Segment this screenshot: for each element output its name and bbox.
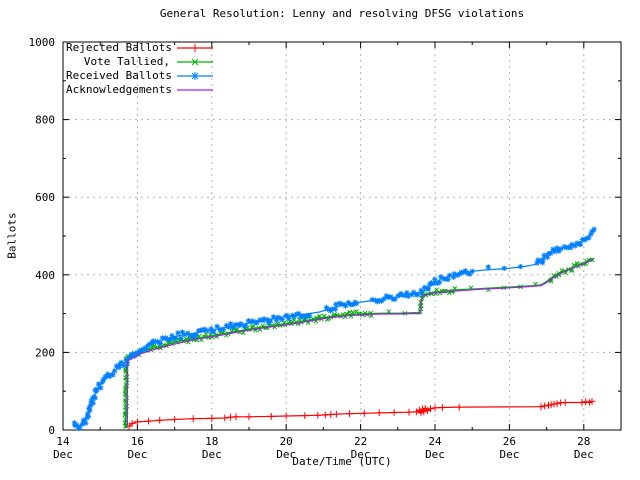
legend-item-rejected-ballots: Rejected Ballots [66, 41, 215, 55]
legend-label-rejected-ballots: Rejected Ballots [66, 41, 172, 54]
svg-text:Dec: Dec [202, 448, 222, 461]
svg-text:16: 16 [131, 435, 144, 448]
svg-text:800: 800 [35, 114, 55, 127]
svg-text:Dec: Dec [276, 448, 296, 461]
legend-label-acknowledgements: Acknowledgements [66, 83, 172, 96]
svg-text:Dec: Dec [425, 448, 445, 461]
svg-text:400: 400 [35, 269, 55, 282]
svg-text:200: 200 [35, 346, 55, 359]
svg-text:Dec: Dec [499, 448, 519, 461]
svg-text:Dec: Dec [127, 448, 147, 461]
legend-sample-received-ballots-line-icon [177, 72, 213, 80]
x-axis-label: Date/Time (UTC) [292, 455, 392, 468]
legend-label-vote-tallied: Vote Tallied, [83, 55, 170, 68]
svg-text:Dec: Dec [351, 448, 371, 461]
legend-item-acknowledgements: Acknowledgements [66, 83, 215, 97]
svg-text:600: 600 [35, 191, 55, 204]
svg-text:22: 22 [354, 435, 367, 448]
legend-label-received-ballots: Received Ballots [66, 69, 172, 82]
svg-text:20: 20 [280, 435, 293, 448]
svg-text:26: 26 [503, 435, 516, 448]
svg-text:28: 28 [577, 435, 590, 448]
y-axis-label: Ballots [5, 212, 19, 259]
legend-sample-vote-tallied-line-icon [177, 58, 213, 66]
legend-sample-acknowledgements-line-icon [177, 89, 213, 91]
legend-sample-rejected-ballots-line-icon [177, 44, 213, 52]
legend: Rejected Ballots Vote Tallied, Received … [66, 41, 215, 97]
chart-title: General Resolution: Lenny and resolving … [159, 7, 525, 20]
svg-text:18: 18 [205, 435, 218, 448]
svg-text:Dec: Dec [53, 448, 73, 461]
svg-text:24: 24 [428, 435, 442, 448]
legend-item-received-ballots: Received Ballots [66, 69, 215, 83]
svg-text:14: 14 [56, 435, 70, 448]
svg-text:1000: 1000 [29, 36, 56, 49]
legend-item-vote-tallied: Vote Tallied, [66, 55, 215, 69]
svg-text:0: 0 [48, 424, 55, 437]
svg-text:Dec: Dec [574, 448, 594, 461]
